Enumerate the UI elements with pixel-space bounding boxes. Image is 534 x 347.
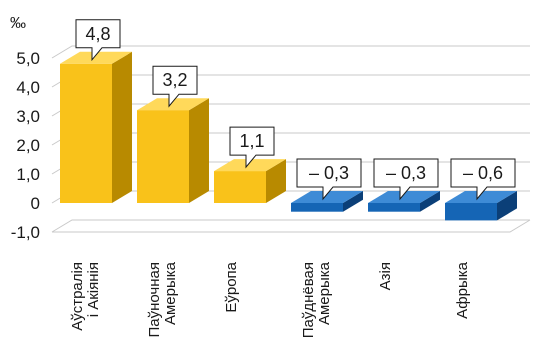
bar — [291, 191, 363, 212]
gridline — [51, 219, 530, 233]
bar-top — [445, 191, 517, 203]
data-label-callout — [373, 158, 439, 201]
category-labels: Аўстраліяі Акіянія ПаўночнаяАмерыка Еўропа… — [69, 261, 471, 338]
y-tick-label: 5,0 — [16, 49, 40, 68]
data-label-text: 3,2 — [162, 70, 187, 90]
bar-side — [497, 191, 517, 221]
data-label: 1,1 — [229, 126, 275, 169]
y-tick-label: 4,0 — [16, 78, 40, 97]
bar-front — [291, 203, 343, 212]
category-label: Аўстраліяі Акіянія — [69, 262, 102, 331]
bar-front — [445, 203, 497, 221]
bars — [60, 51, 517, 221]
bar-top — [60, 51, 132, 64]
y-tick-label: 0 — [31, 194, 40, 213]
bar — [137, 98, 209, 203]
data-label-text: 4,8 — [85, 24, 110, 44]
y-axis: ‰ -1,0 0 1,0 2,0 3,0 4,0 5,0 — [10, 15, 40, 242]
data-label: – 0,3 — [296, 158, 362, 201]
bar — [60, 51, 132, 203]
data-label-callout — [152, 65, 198, 108]
gridline — [51, 45, 530, 59]
y-tick-label: 3,0 — [16, 107, 40, 126]
data-label-callout — [450, 158, 516, 201]
data-label-text: – 0,3 — [309, 163, 349, 183]
bar-top — [291, 191, 363, 203]
bar-side — [189, 98, 209, 203]
bar-side — [112, 51, 132, 203]
bar — [214, 159, 286, 203]
bar-front — [137, 110, 189, 203]
bar-front — [60, 63, 112, 203]
category-label: Еўропа — [223, 261, 240, 312]
data-label-callout — [296, 158, 362, 201]
bar-side — [266, 159, 286, 203]
data-label-callout — [75, 19, 121, 62]
category-label: ПаўночнаяАмерыка — [146, 261, 179, 337]
bar — [368, 191, 440, 212]
category-label: ПаўднёваяАмерыка — [300, 261, 333, 338]
data-label: – 0,6 — [450, 158, 516, 201]
data-labels: 4,8 3,2 1,1 – 0,3 – 0,3 – 0,6 — [75, 19, 516, 201]
bar-front — [214, 171, 266, 203]
bar-front — [368, 203, 420, 212]
bar-top — [368, 191, 440, 203]
y-tick-label: 1,0 — [16, 165, 40, 184]
bar-side — [420, 191, 440, 212]
category-label: Афрыка — [454, 261, 471, 319]
y-tick-label: 2,0 — [16, 136, 40, 155]
y-axis-unit-label: ‰ — [10, 15, 26, 32]
data-label: 3,2 — [152, 65, 198, 108]
data-label: – 0,3 — [373, 158, 439, 201]
data-label-text: – 0,6 — [463, 163, 503, 183]
bar-top — [137, 98, 209, 111]
category-label: Азія — [377, 262, 394, 290]
bar — [445, 191, 517, 221]
bar-top — [214, 159, 286, 172]
data-label: 4,8 — [75, 19, 121, 62]
bar-side — [343, 191, 363, 212]
data-label-callout — [229, 126, 275, 169]
data-label-text: – 0,3 — [386, 163, 426, 183]
y-tick-label: -1,0 — [11, 223, 40, 242]
floor-edge — [52, 219, 531, 233]
data-label-text: 1,1 — [239, 131, 264, 151]
